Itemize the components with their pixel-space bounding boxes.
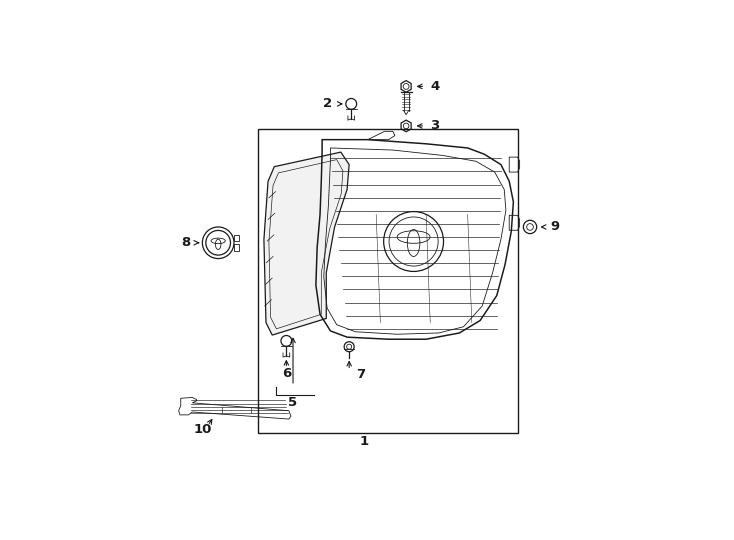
Text: 10: 10 <box>193 423 211 436</box>
Bar <box>258 129 517 433</box>
Polygon shape <box>264 152 349 335</box>
Text: 8: 8 <box>181 237 190 249</box>
Text: 9: 9 <box>550 220 559 233</box>
Text: 2: 2 <box>324 97 333 110</box>
Text: 3: 3 <box>430 119 440 132</box>
Text: 4: 4 <box>430 80 440 93</box>
Text: 1: 1 <box>360 435 369 448</box>
Text: 6: 6 <box>282 367 291 380</box>
Text: 7: 7 <box>356 368 366 381</box>
Text: 5: 5 <box>288 396 297 409</box>
